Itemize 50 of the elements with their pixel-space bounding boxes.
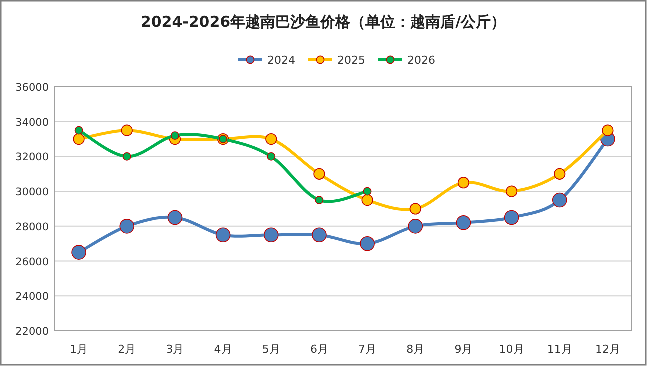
x-tick-label: 10月 bbox=[499, 343, 524, 356]
y-tick-label: 36000 bbox=[16, 82, 49, 94]
point bbox=[264, 228, 279, 243]
x-tick-label: 6月 bbox=[310, 343, 328, 356]
chart-title: 2024-2026年越南巴沙鱼价格（单位：越南盾/公斤） bbox=[140, 13, 506, 31]
y-tick-label: 26000 bbox=[16, 256, 49, 268]
point bbox=[314, 168, 326, 180]
point bbox=[121, 124, 133, 136]
point bbox=[72, 245, 86, 260]
point bbox=[602, 124, 614, 136]
point bbox=[315, 196, 324, 204]
x-tick-label: 4月 bbox=[214, 343, 232, 356]
x-tick-label: 11月 bbox=[547, 343, 572, 356]
y-tick-label: 30000 bbox=[16, 186, 49, 199]
y-tick-label: 24000 bbox=[16, 291, 49, 304]
y-tick-label: 22000 bbox=[16, 326, 49, 338]
x-tick-label: 3月 bbox=[166, 343, 184, 356]
point bbox=[216, 228, 231, 243]
point bbox=[74, 126, 84, 135]
point bbox=[410, 203, 422, 215]
point bbox=[267, 152, 276, 161]
x-tick-label: 12月 bbox=[595, 343, 620, 356]
x-tick-label: 1月 bbox=[70, 343, 88, 356]
point bbox=[312, 228, 327, 243]
x-tick-label: 2月 bbox=[118, 343, 136, 356]
x-tick-label: 7月 bbox=[358, 343, 377, 356]
point bbox=[122, 152, 132, 161]
legend-label: 2026 bbox=[408, 54, 436, 67]
point bbox=[120, 219, 135, 234]
point bbox=[363, 187, 372, 196]
x-tick-label: 5月 bbox=[262, 343, 280, 356]
y-tick-label: 28000 bbox=[16, 221, 49, 234]
x-tick-label: 9月 bbox=[454, 343, 473, 356]
x-tick-label: 8月 bbox=[406, 343, 425, 356]
point bbox=[456, 216, 472, 230]
point bbox=[552, 192, 568, 208]
y-tick-label: 34000 bbox=[16, 116, 49, 129]
point bbox=[554, 168, 566, 180]
point bbox=[360, 236, 375, 252]
point bbox=[266, 133, 278, 146]
point bbox=[504, 210, 520, 226]
point bbox=[408, 219, 424, 234]
point bbox=[458, 177, 470, 189]
point bbox=[168, 210, 183, 226]
legend-label: 2024 bbox=[268, 54, 296, 67]
legend-label: 2025 bbox=[338, 54, 366, 67]
point bbox=[362, 194, 374, 206]
y-tick-label: 32000 bbox=[16, 152, 49, 164]
point bbox=[73, 133, 85, 146]
point bbox=[506, 186, 518, 198]
